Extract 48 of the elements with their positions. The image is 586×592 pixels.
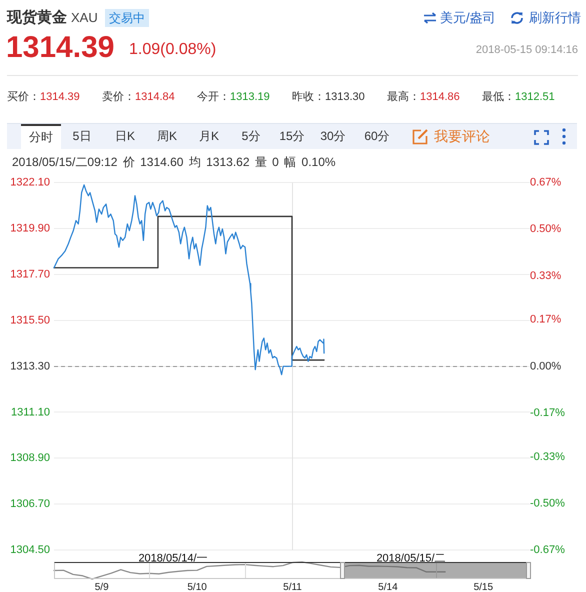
y-tick-label: 1308.90 — [10, 452, 50, 464]
y-tick-label: 1306.70 — [10, 498, 50, 510]
x-tick-label: 5/11 — [283, 582, 302, 592]
y2-tick-label: -0.50% — [530, 497, 566, 510]
x-tick-label: 5/14 — [378, 582, 398, 592]
text: 日K — [114, 128, 136, 145]
text: 月K — [198, 128, 220, 145]
y2-tick-label: -0.67% — [530, 544, 566, 556]
y2-tick-label: -0.33% — [530, 450, 566, 463]
text: 美元/盎司 — [440, 9, 496, 27]
chart-subtitle: 2018/05/15/二09:12 价 1314.60 均 1313.62 量 0 幅 0.10% — [12, 154, 336, 171]
text: 1.09(0.08%) — [129, 41, 216, 59]
text: 1314.39 — [40, 91, 80, 103]
text: 30分 — [319, 128, 347, 145]
text: 5日 — [72, 128, 92, 145]
text: 60分 — [363, 128, 391, 145]
x-tick-label: 5/15 — [474, 582, 494, 592]
y-tick-label: 1313.30 — [10, 360, 50, 372]
y-tick-label: 1315.50 — [10, 314, 50, 326]
text: 刷新行情 — [529, 9, 581, 27]
text: 今开：1313.19 — [197, 91, 270, 103]
x-tick-label: 2018/05/15/二 — [376, 552, 446, 565]
text: 15分 — [278, 128, 306, 145]
y-tick-label: 1304.50 — [10, 544, 50, 556]
y-tick-label: 1322.10 — [10, 176, 50, 189]
chart-title: 现货黄金 XAU — [7, 9, 98, 26]
text: 2018-05-15 09:14:16 — [476, 44, 578, 56]
text: 最低：1312.51 — [482, 91, 555, 103]
y-tick-label: 1317.70 — [10, 268, 50, 280]
text: 周K — [156, 128, 178, 145]
y2-tick-label: 0.17% — [530, 314, 562, 326]
x-tick-label: 5/10 — [187, 582, 208, 592]
text: 卖价：1314.84 — [102, 91, 175, 103]
text: 最高：1314.86 — [387, 91, 460, 103]
y2-tick-label: 0.50% — [530, 223, 562, 236]
x-tick-label: 2018/05/14/一 — [138, 552, 208, 565]
text: 昨收：1313.30 — [292, 91, 365, 103]
y2-tick-label: -0.17% — [530, 406, 566, 419]
text: 买价： — [7, 91, 40, 103]
text: 我要评论 — [434, 128, 490, 146]
y2-tick-label: 0.67% — [530, 176, 562, 189]
x-tick-label: 5/9 — [94, 582, 110, 592]
y-tick-label: 1319.90 — [10, 222, 50, 235]
y2-tick-label: 0.00% — [530, 360, 562, 372]
y-tick-label: 1311.10 — [11, 406, 50, 418]
text: 5分 — [240, 128, 262, 145]
y2-tick-label: 0.33% — [530, 270, 562, 282]
text: 1314.39 — [6, 31, 114, 64]
